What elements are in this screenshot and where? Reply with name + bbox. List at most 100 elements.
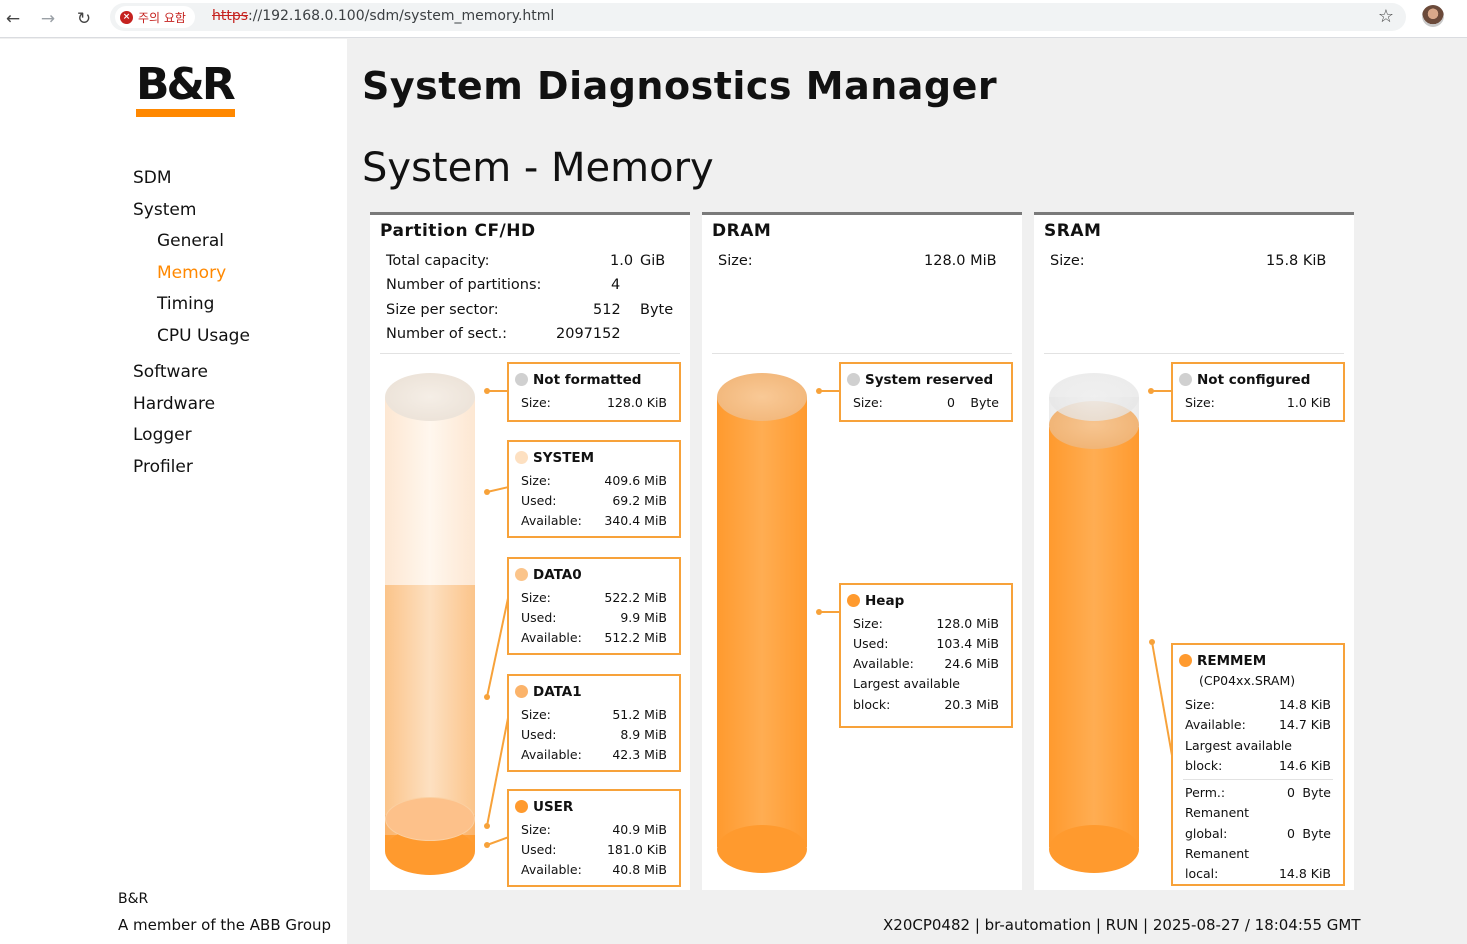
partition-box-data0[interactable]: DATA0 Size: 522.2 MiB Used: 9.9 MiB Availa… <box>507 557 681 655</box>
partition-box-system[interactable]: SYSTEM Size: 409.6 MiB Used: 69.2 MiB Avai… <box>507 440 681 538</box>
bookmark-star-icon[interactable]: ☆ <box>1377 6 1394 27</box>
box-row: Size: 1.0 KiB <box>1185 395 1331 415</box>
security-warning-chip[interactable]: × 주의 요함 <box>115 6 195 28</box>
partition-box-not-formatted[interactable]: Not formatted Size: 128.0 KiB <box>507 362 681 422</box>
box-row: Used: 103.4 MiB <box>853 636 999 656</box>
box-row: Size: 14.8 KiB <box>1185 697 1331 717</box>
row-unit: Byte <box>1302 785 1331 800</box>
forward-icon[interactable]: → <box>40 9 56 29</box>
row-value: 20.3 MiB <box>944 697 999 712</box>
partition-box-user[interactable]: USER Size: 40.9 MiB Used: 181.0 KiB Availa… <box>507 789 681 887</box>
browser-toolbar: ← → ↻ × 주의 요함 https://192.168.0.100/sdm/… <box>0 0 1467 38</box>
url-scheme: https <box>212 8 249 24</box>
panel-sram: SRAM Size: 15.8 KiB Not configured Size:… <box>1034 212 1354 890</box>
row-label: Used: <box>853 636 889 651</box>
partition-cylinder <box>385 373 475 875</box>
panel-dram: DRAM Size: 128.0 MiB System reserved Siz… <box>702 212 1022 890</box>
nav-system[interactable]: System <box>133 200 197 220</box>
row-label: Size: <box>521 590 551 605</box>
row-value: 8.9 MiB <box>620 727 667 742</box>
address-bar[interactable]: × 주의 요함 https://192.168.0.100/sdm/system… <box>110 3 1406 31</box>
partition-name: USER <box>515 799 573 815</box>
memory-box-remmem[interactable]: REMMEM (CP04xx.SRAM) Size: 14.8 KiB Avail… <box>1171 643 1345 886</box>
connector-line <box>486 486 509 493</box>
info-label: Number of partitions: <box>386 277 542 293</box>
box-subtitle: (CP04xx.SRAM) <box>1199 673 1331 693</box>
box-row: Available: 42.3 MiB <box>521 747 667 767</box>
nav-logger[interactable]: Logger <box>133 425 192 445</box>
row-label: Size: <box>853 616 883 631</box>
nav-hardware[interactable]: Hardware <box>133 394 216 414</box>
connector-line <box>487 390 507 392</box>
box-row: global: 0 Byte <box>1185 826 1331 846</box>
row-label: Size: <box>853 395 883 410</box>
row-value: 14.6 KiB <box>1278 758 1331 773</box>
connector-line <box>486 715 510 827</box>
nav-cpu-usage[interactable]: CPU Usage <box>157 326 250 346</box>
partition-color-icon <box>515 568 528 581</box>
nav-software[interactable]: Software <box>133 362 208 382</box>
row-value: 9.9 MiB <box>620 610 667 625</box>
nav-sdm[interactable]: SDM <box>133 168 172 188</box>
panel-title: SRAM <box>1044 221 1102 241</box>
status-line: X20CP0482 | br-automation | RUN | 2025-0… <box>883 916 1361 934</box>
partition-name: DATA1 <box>515 684 582 700</box>
back-icon[interactable]: ← <box>5 9 21 29</box>
row-value: 14.7 KiB <box>1278 717 1331 732</box>
url-path: ://192.168.0.100/sdm/system_memory.html <box>248 8 555 24</box>
area-color-icon <box>847 594 860 607</box>
cylinder-top <box>717 373 807 421</box>
info-value: 15.8 KiB <box>1266 253 1327 269</box>
row-value: 181.0 KiB <box>606 842 667 857</box>
partition-color-icon <box>515 800 528 813</box>
url-text[interactable]: https://192.168.0.100/sdm/system_memory.… <box>212 8 554 24</box>
memory-area-name: REMMEM <box>1179 653 1266 669</box>
reload-icon[interactable]: ↻ <box>76 9 92 29</box>
partition-color-icon <box>515 685 528 698</box>
row-label: Largest available <box>1185 738 1292 753</box>
cylinder-top <box>1049 373 1139 421</box>
box-row: Remanent <box>1185 805 1331 825</box>
row-value: 409.6 MiB <box>604 473 667 488</box>
segment-data0 <box>385 585 475 825</box>
panel-title: Partition CF/HD <box>380 221 536 241</box>
box-row: Used: 9.9 MiB <box>521 610 667 630</box>
info-label: Size: <box>1050 253 1085 269</box>
memory-area-name: System reserved <box>847 372 993 388</box>
nav-profiler[interactable]: Profiler <box>133 457 193 477</box>
memory-box-system-reserved[interactable]: System reserved Size: 0 Byte <box>839 362 1013 422</box>
br-logo: B&R <box>136 63 236 117</box>
box-row: Size: 409.6 MiB <box>521 473 667 493</box>
memory-area-name: Not configured <box>1179 372 1310 388</box>
app-title: System Diagnostics Manager <box>362 64 998 108</box>
partition-box-data1[interactable]: DATA1 Size: 51.2 MiB Used: 8.9 MiB Availab… <box>507 674 681 772</box>
area-name-text: System reserved <box>865 372 994 388</box>
info-value: 2097152 <box>556 326 621 342</box>
row-label: Used: <box>521 727 557 742</box>
memory-box-not-configured[interactable]: Not configured Size: 1.0 KiB <box>1171 362 1345 422</box>
row-value: 42.3 MiB <box>612 747 667 762</box>
row-value: 69.2 MiB <box>612 493 667 508</box>
row-value: 0 <box>1287 785 1295 800</box>
area-color-icon <box>1179 373 1192 386</box>
row-label: Remanent <box>1185 805 1250 820</box>
connector-line <box>819 390 839 392</box>
nav-memory[interactable]: Memory <box>157 263 227 283</box>
box-row: block: 20.3 MiB <box>853 697 999 717</box>
area-subtitle: (CP04xx.SRAM) <box>1199 673 1296 688</box>
nav-general[interactable]: General <box>157 231 224 251</box>
memory-box-heap[interactable]: Heap Size: 128.0 MiB Used: 103.4 MiB Avail… <box>839 583 1013 728</box>
info-value: 128.0 MiB <box>924 253 997 269</box>
area-name-text: Heap <box>865 593 905 609</box>
row-label: global: <box>1185 826 1228 841</box>
box-row: Used: 69.2 MiB <box>521 493 667 513</box>
segment-remmem <box>1049 427 1139 847</box>
info-label: Total capacity: <box>386 253 490 269</box>
profile-avatar[interactable] <box>1422 5 1444 27</box>
row-value: 128.0 KiB <box>606 395 667 410</box>
box-row: Available: 14.7 KiB <box>1185 717 1331 737</box>
box-row: Perm.: 0 Byte <box>1185 785 1331 805</box>
box-row: Used: 8.9 MiB <box>521 727 667 747</box>
nav-timing[interactable]: Timing <box>157 294 215 314</box>
box-row: Size: 128.0 KiB <box>521 395 667 415</box>
